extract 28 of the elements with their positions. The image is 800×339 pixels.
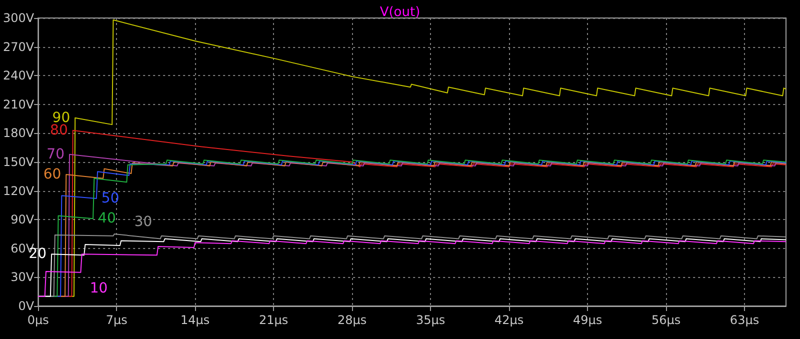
series-label: 60 [43,166,62,182]
x-tick-label: 63µs [730,313,760,327]
series-label: 50 [101,190,120,206]
x-tick-label: 0µs [27,313,49,327]
series-label: 30 [134,214,152,230]
y-tick-label: 90V [10,212,35,227]
series-label: 80 [50,122,68,138]
y-tick-label: 30V [10,270,35,284]
y-tick-label: 120V [2,184,35,198]
x-tick-label: 49µs [572,313,602,327]
x-tick-label: 42µs [494,313,524,327]
y-tick-label: 300V [2,11,35,25]
y-tick-label: 240V [2,68,35,83]
y-tick-label: 270V [2,40,35,54]
x-tick-label: 21µs [259,313,288,327]
series-label: 10 [90,280,108,296]
series-label: 70 [46,146,65,162]
y-tick-label: 0V [18,299,35,313]
chart-title: V(out) [380,5,420,20]
y-tick-label: 210V [2,97,35,112]
y-tick-label: 180V [2,126,35,140]
x-tick-label: 7µs [106,313,128,327]
y-tick-label: 150V [2,155,35,169]
x-tick-label: 56µs [651,313,681,327]
x-tick-label: 35µs [416,313,446,327]
x-tick-label: 14µs [180,313,210,327]
x-tick-label: 28µs [337,313,367,327]
series-label: 40 [98,210,116,227]
